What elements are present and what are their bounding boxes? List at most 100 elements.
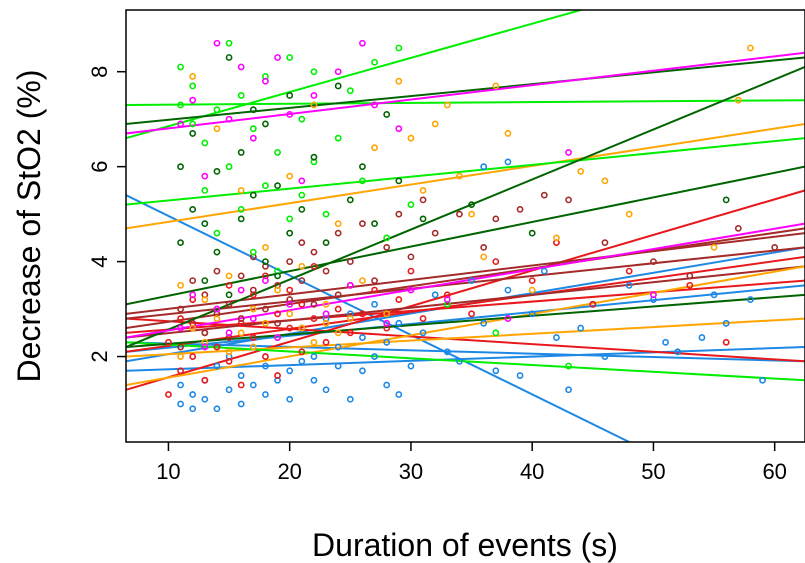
data-point-green [274, 149, 281, 156]
data-point-darkgreen [468, 201, 475, 209]
data-point-blue [419, 329, 427, 337]
data-point-orange [334, 220, 342, 228]
data-point-orange [443, 101, 451, 109]
data-point-magenta [334, 68, 342, 76]
x-tick-label: 30 [399, 459, 423, 484]
data-point-darkred [237, 272, 245, 280]
data-point-darkred [237, 315, 245, 322]
fit-line-red-3 [126, 255, 805, 353]
data-point-orange [201, 296, 209, 303]
data-point-darkgreen [213, 248, 221, 256]
data-point-orange [407, 134, 415, 142]
data-point-darkred [419, 196, 427, 204]
y-axis-title: Decrease of StO2 (%) [11, 70, 47, 383]
data-point-red [201, 376, 209, 384]
data-point-orange [225, 348, 233, 356]
data-point-blue [577, 324, 585, 332]
data-point-green [565, 362, 572, 370]
data-point-orange [480, 253, 488, 261]
data-point-magenta [383, 319, 391, 327]
data-point-red [286, 286, 294, 294]
data-point-darkred [540, 191, 548, 199]
data-point-green [383, 234, 391, 242]
data-point-blue [662, 338, 669, 346]
data-point-magenta [177, 324, 184, 332]
data-point-darkred [371, 277, 378, 284]
data-point-green [298, 115, 306, 123]
data-point-blue [371, 300, 378, 308]
data-point-blue [262, 391, 269, 398]
y-tick-label: 6 [87, 161, 112, 173]
data-point-blue [443, 348, 451, 356]
x-tick-label: 10 [156, 459, 180, 484]
data-point-blue [201, 395, 209, 403]
data-point-magenta [249, 315, 257, 322]
fit-line-darkred-2 [126, 227, 805, 330]
data-point-blue [395, 319, 403, 327]
data-point-orange [237, 329, 245, 337]
data-point-orange [286, 172, 294, 180]
y-tick-label: 4 [87, 255, 112, 267]
data-point-darkred [225, 300, 233, 308]
data-point-blue [698, 334, 706, 341]
data-point-darkred [322, 267, 330, 275]
x-tick-label: 60 [762, 459, 786, 484]
data-point-magenta [225, 329, 233, 337]
data-point-darkred [359, 220, 366, 228]
data-point-magenta [565, 149, 572, 156]
data-point-darkgreen [274, 272, 281, 280]
data-point-darkred [213, 267, 221, 275]
data-point-darkred [334, 291, 342, 299]
data-point-green [298, 191, 306, 199]
data-point-blue [553, 334, 560, 341]
data-point-green [189, 120, 197, 128]
data-point-darkgreen [722, 196, 730, 204]
data-point-red [468, 310, 475, 318]
data-point-blue [504, 286, 512, 294]
data-point-orange [346, 315, 354, 322]
data-point-darkgreen [346, 196, 354, 204]
data-point-magenta [407, 286, 415, 294]
data-point-darkgreen [201, 277, 209, 284]
data-point-red [722, 338, 730, 346]
data-point-orange [504, 130, 512, 137]
data-point-darkgreen [225, 291, 233, 299]
data-point-orange [419, 186, 427, 194]
data-point-magenta [346, 281, 354, 289]
data-point-darkgreen [371, 220, 378, 228]
data-point-magenta [310, 92, 318, 99]
data-point-green [213, 106, 221, 114]
data-point-darkred [298, 277, 306, 284]
data-point-red [310, 262, 318, 270]
data-point-red [528, 277, 536, 284]
data-point-darkred [177, 305, 184, 313]
data-point-orange [468, 210, 475, 218]
fit-line-darkgreen-4 [126, 293, 805, 349]
data-point-magenta [286, 300, 294, 308]
data-point-magenta [359, 39, 366, 47]
data-point-green [225, 39, 233, 47]
data-point-red [419, 315, 427, 322]
data-point-orange [262, 243, 269, 251]
data-point-blue [480, 319, 488, 327]
data-point-darkred [650, 258, 657, 266]
data-point-red [322, 338, 330, 346]
fit-line-orange-1 [126, 122, 805, 230]
data-point-orange [371, 144, 378, 152]
data-point-blue [674, 348, 682, 356]
fit-line-blue-2 [126, 284, 805, 353]
data-point-darkgreen [249, 106, 257, 114]
x-axis: 10 20 30 40 50 60 [156, 442, 787, 484]
fit-line-darkgreen-1 [126, 56, 805, 125]
data-point-darkgreen [177, 239, 184, 247]
data-point-magenta [201, 172, 209, 180]
data-point-blue [249, 381, 257, 389]
data-point-darkgreen [249, 191, 257, 199]
data-point-green [237, 92, 245, 99]
data-point-green [286, 54, 294, 61]
data-point-orange [492, 82, 500, 90]
fit-line-red-1 [126, 189, 805, 391]
data-point-blue [286, 367, 294, 375]
fit-line-green-3 [126, 137, 805, 206]
data-point-magenta [213, 305, 221, 313]
